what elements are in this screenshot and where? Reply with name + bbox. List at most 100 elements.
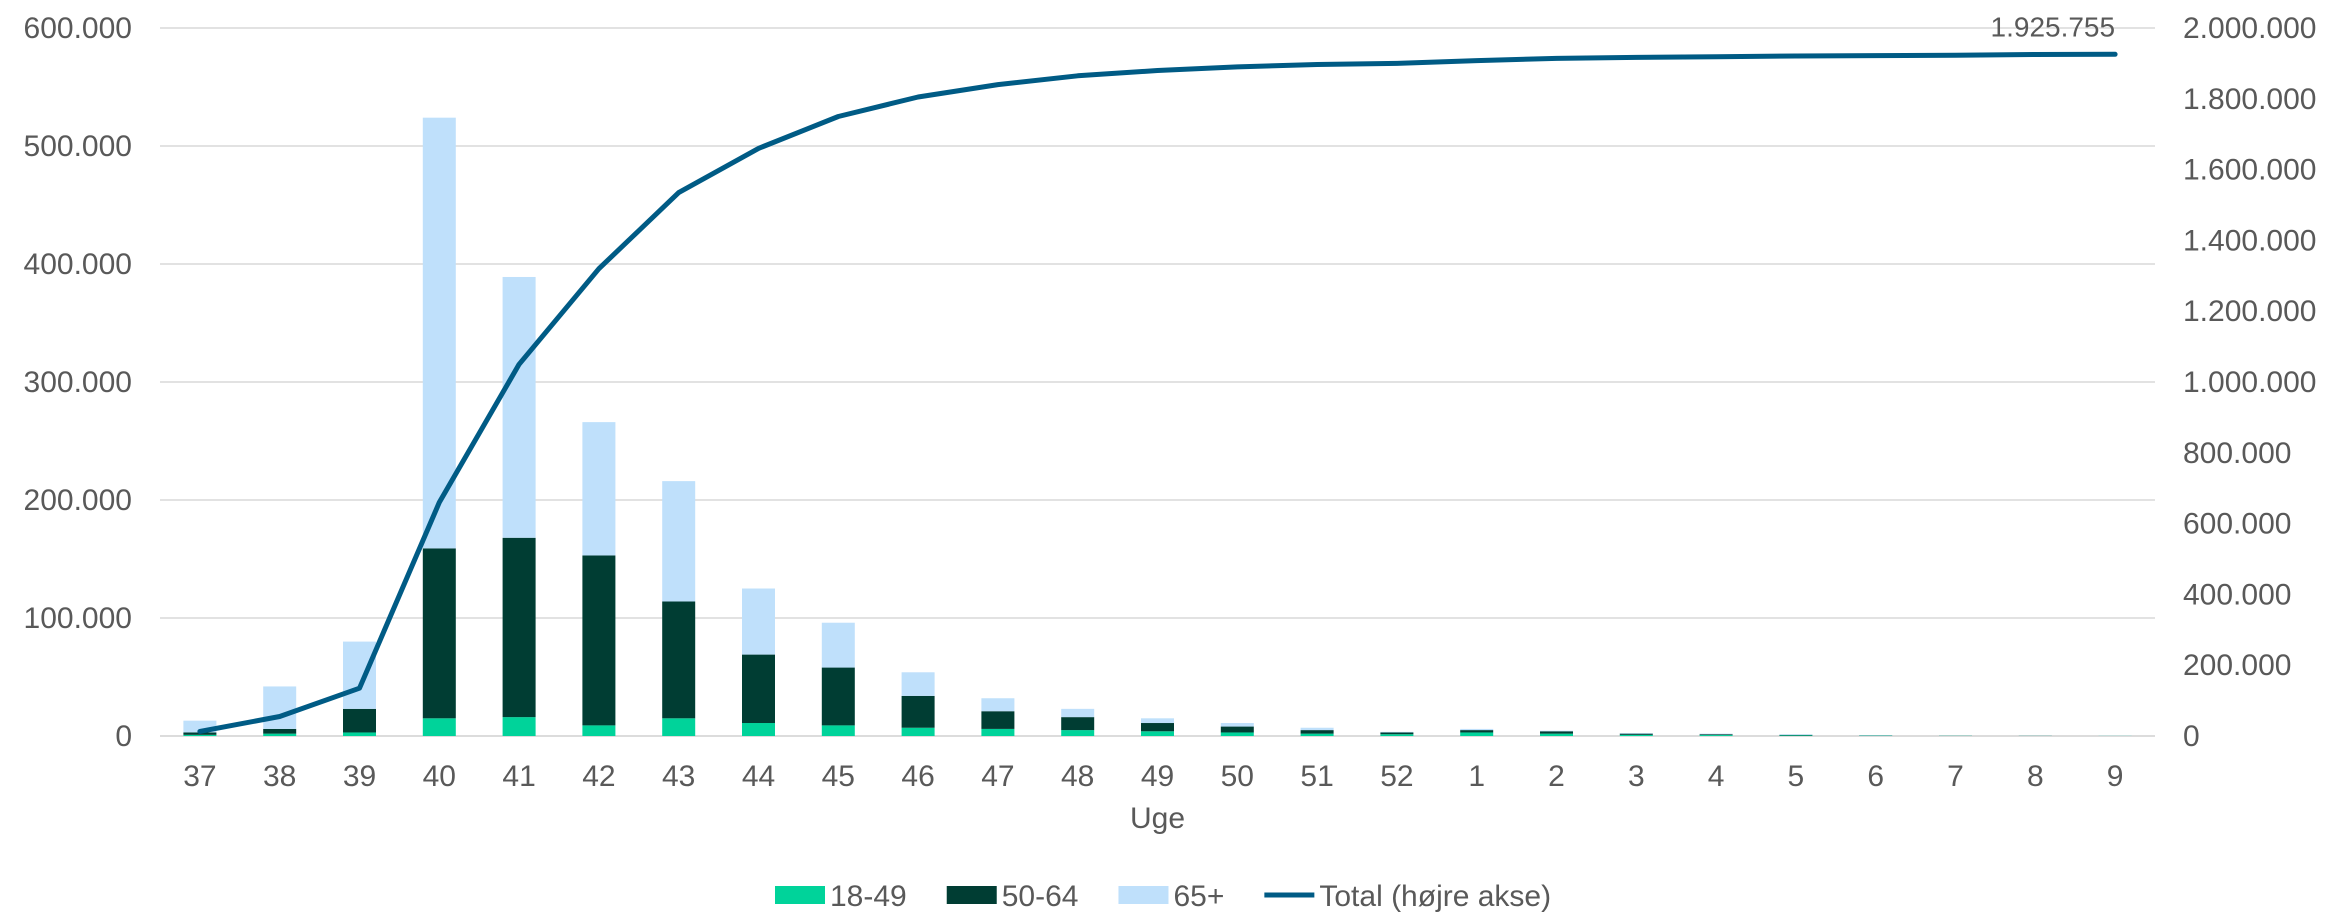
x-tick-label: 41	[502, 760, 535, 793]
bar-18-49	[1699, 735, 1733, 736]
bar-65+	[1619, 733, 1653, 734]
bar-50-64	[1699, 734, 1733, 736]
x-tick-label: 48	[1061, 760, 1094, 793]
bar-50-64	[1061, 717, 1095, 731]
right-tick-label: 1.400.000	[2183, 224, 2316, 257]
bar-50-64	[1540, 731, 1573, 734]
bar-18-49	[343, 732, 376, 736]
bar-18-49	[1300, 733, 1334, 736]
legend-swatch	[1118, 886, 1169, 904]
x-tick-label: 4	[1708, 760, 1725, 793]
bars	[183, 117, 2132, 736]
legend-swatch	[946, 886, 997, 904]
x-tick-label: 37	[183, 760, 216, 793]
x-tick-label: 42	[582, 760, 615, 793]
right-tick-label: 200.000	[2183, 649, 2291, 682]
bar-50-64	[263, 728, 297, 734]
bar-18-49	[981, 728, 1015, 736]
left-tick-label: 100.000	[24, 602, 132, 635]
x-tick-label: 9	[2107, 760, 2124, 793]
bar-50-64	[1779, 734, 1813, 736]
left-tick-label: 200.000	[24, 484, 132, 517]
right-tick-label: 1.200.000	[2183, 295, 2316, 328]
left-tick-label: 300.000	[24, 366, 132, 399]
x-tick-label: 49	[1141, 760, 1174, 793]
right-tick-label: 1.800.000	[2183, 83, 2316, 116]
bar-50-64	[1380, 732, 1414, 735]
x-tick-label: 7	[1947, 760, 1964, 793]
x-tick-label: 8	[2027, 760, 2044, 793]
bar-50-64	[821, 667, 855, 726]
bar-65+	[263, 686, 297, 729]
left-tick-label: 500.000	[24, 130, 132, 163]
right-axis: 0 200.000 400.000 600.000 800.000 1.000.000 1.…	[2183, 12, 2316, 753]
bar-18-49	[502, 717, 536, 736]
right-tick-label: 800.000	[2183, 437, 2291, 470]
bar-65+	[742, 588, 775, 655]
bar-18-49	[183, 734, 217, 736]
x-tick-label: 46	[901, 760, 934, 793]
left-tick-label: 600.000	[24, 12, 132, 45]
legend-label: Total (højre akse)	[1319, 880, 1551, 913]
bar-18-49	[742, 723, 775, 736]
x-tick-label: 52	[1380, 760, 1413, 793]
bar-50-64	[502, 537, 536, 718]
left-tick-label: 400.000	[24, 248, 132, 281]
bar-65+	[981, 698, 1015, 712]
total-line-layer	[197, 51, 2118, 734]
left-axis: 0 100.000 200.000 300.000 400.000 500.000 600.…	[24, 12, 132, 753]
x-tick-label: 3	[1628, 760, 1645, 793]
bar-65+	[821, 622, 855, 668]
bar-50-64	[1619, 733, 1653, 735]
last-value-annotation: 1.925.755	[1991, 11, 2116, 42]
x-tick-label: 50	[1221, 760, 1254, 793]
bar-50-64	[901, 695, 935, 728]
x-tick-label: 40	[423, 760, 456, 793]
bar-65+	[343, 641, 376, 709]
bar-50-64	[422, 548, 456, 719]
x-tick-label: 2	[1548, 760, 1565, 793]
x-tick-label: 5	[1788, 760, 1805, 793]
x-tick-label: 43	[662, 760, 695, 793]
bar-18-49	[821, 725, 855, 736]
bar-65+	[901, 672, 935, 696]
bar-50-64	[981, 711, 1015, 729]
x-axis: 37 38 39 40 41 42 43 44 45 46 47 48 49 50 51 52 1 2 3 4 5 6 7 8…	[183, 760, 2123, 793]
bar-50-64	[343, 708, 376, 733]
bar-18-49	[582, 725, 616, 736]
bar-50-64	[582, 555, 616, 726]
right-tick-label: 1.000.000	[2183, 366, 2316, 399]
bar-65+	[1380, 731, 1414, 733]
bar-18-49	[1380, 734, 1414, 736]
bar-18-49	[422, 718, 456, 736]
bar-65+	[582, 422, 616, 556]
total-line	[197, 51, 2118, 734]
right-tick-label: 600.000	[2183, 508, 2291, 541]
bar-50-64	[742, 654, 775, 724]
bar-65+	[1460, 728, 1494, 731]
left-tick-label: 0	[115, 720, 132, 753]
x-tick-label: 39	[343, 760, 376, 793]
legend: 18-49 50-64 65+ Total (højre akse)	[775, 880, 1551, 913]
bar-65+	[1061, 708, 1095, 718]
bar-65+	[1300, 727, 1334, 731]
bar-18-49	[901, 727, 935, 736]
bar-18-49	[1460, 732, 1494, 736]
bar-18-49	[263, 733, 297, 736]
bar-65+	[1220, 723, 1254, 727]
x-tick-label: 44	[742, 760, 775, 793]
bar-18-49	[1540, 733, 1573, 736]
legend-swatch	[775, 886, 825, 904]
bar-18-49	[662, 718, 696, 736]
bar-65+	[662, 481, 696, 602]
bar-50-64	[1141, 723, 1174, 732]
x-tick-label: 45	[822, 760, 855, 793]
bar-18-49	[1779, 735, 1813, 736]
bar-50-64	[1460, 730, 1494, 733]
legend-label: 50-64	[1002, 880, 1079, 913]
bar-65+	[1699, 733, 1733, 735]
bar-18-49	[1619, 734, 1653, 736]
bar-65+	[1779, 734, 1813, 735]
bar-65+	[1141, 718, 1174, 724]
